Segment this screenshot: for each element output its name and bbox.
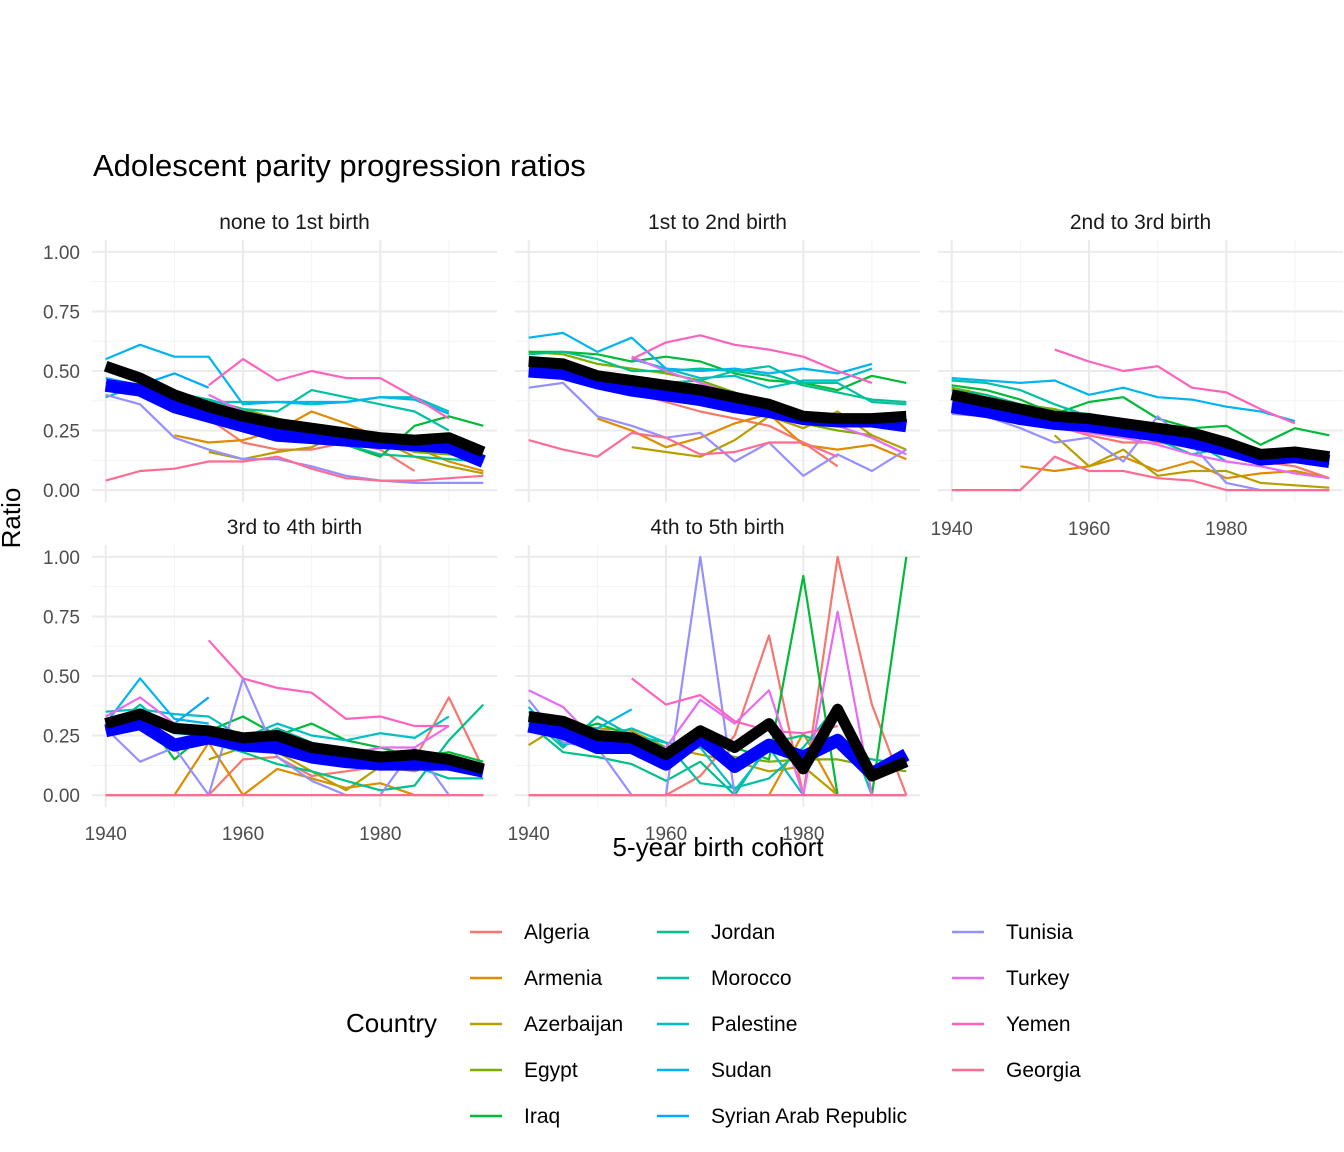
summary-line-black <box>528 356 907 425</box>
legend-title: Country <box>346 1008 437 1038</box>
legend-item-turkey: Turkey <box>952 967 1070 990</box>
chart-title: Adolescent parity progression ratios <box>93 148 586 183</box>
legend-item-yemen: Yemen <box>952 1013 1071 1036</box>
panel-title: 3rd to 4th birth <box>227 516 362 539</box>
x-tick-label: 1980 <box>359 824 401 845</box>
series-line-yemen <box>631 334 873 384</box>
series-line-armenia <box>174 410 484 473</box>
legend-item-morocco: Morocco <box>657 967 792 990</box>
series-line-iraq <box>951 384 1330 446</box>
series-line-iraq <box>528 350 907 392</box>
legend-item-algeria: Algeria <box>470 921 590 944</box>
panel-4: 3rd to 4th birth 0.00 0.25 0.50 0.75 1.00 1940… <box>43 516 497 845</box>
series-line-turkey <box>1054 427 1330 480</box>
legend-label: Azerbaijan <box>524 1013 623 1036</box>
series-line-sudan <box>528 331 873 375</box>
y-tick-label: 0.25 <box>43 727 80 748</box>
legend-label: Algeria <box>524 921 590 944</box>
panel-title: none to 1st birth <box>219 211 370 234</box>
series-line-georgia <box>528 431 839 458</box>
panel-title: 4th to 5th birth <box>650 516 784 539</box>
legend-label: Tunisia <box>1006 921 1073 944</box>
panel-1: none to 1st birth 0.00 0.25 0.50 0.75 1.00 <box>43 211 497 502</box>
series-line-yemen <box>208 358 450 420</box>
legend-item-sudan: Sudan <box>657 1059 772 1082</box>
legend-item-iraq: Iraq <box>470 1105 560 1128</box>
series-line-sudan <box>104 677 209 725</box>
legend-item-tunisia: Tunisia <box>952 921 1073 944</box>
summary-line-black <box>527 703 909 782</box>
panel-title: 2nd to 3rd birth <box>1070 211 1211 234</box>
y-tick-label: 1.00 <box>43 548 80 569</box>
x-tick-label: 1940 <box>931 519 973 540</box>
legend-item-jordan: Jordan <box>657 921 775 944</box>
x-axis-label: 5-year birth cohort <box>613 832 825 862</box>
panel-title: 1st to 2nd birth <box>648 211 787 234</box>
x-tick-label: 1940 <box>85 824 127 845</box>
y-tick-label: 0.25 <box>43 422 80 443</box>
panel-3: 2nd to 3rd birth 1940 1960 1980 <box>931 211 1343 540</box>
legend-label: Egypt <box>524 1059 578 1082</box>
x-tick-label: 1960 <box>1068 519 1110 540</box>
legend-label: Syrian Arab Republic <box>711 1105 907 1128</box>
series-line-armenia <box>597 412 907 461</box>
legend-item-georgia: Georgia <box>952 1059 1081 1082</box>
legend-label: Iraq <box>524 1105 560 1128</box>
legend-label: Yemen <box>1006 1013 1071 1036</box>
x-tick-label: 1960 <box>222 824 264 845</box>
series-line-armenia <box>1020 455 1330 480</box>
summary-line-blue <box>104 717 485 778</box>
legend-label: Jordan <box>711 921 775 944</box>
series-line-tunisia <box>528 381 907 477</box>
series-line-azerbaijan <box>1053 434 1330 489</box>
series-line-palestine <box>208 396 450 413</box>
y-tick-label: 0.50 <box>43 362 80 383</box>
y-axis-label: Ratio <box>0 488 26 549</box>
series-line-sudan <box>951 377 1296 423</box>
legend-item-egypt: Egypt <box>470 1059 578 1082</box>
y-tick-label: 0.00 <box>43 481 80 502</box>
x-tick-label: 1980 <box>782 824 824 845</box>
series-line-yemen <box>207 639 449 728</box>
x-tick-label: 1980 <box>1205 519 1247 540</box>
y-tick-label: 0.00 <box>43 786 80 807</box>
legend-item-azerbaijan: Azerbaijan <box>470 1013 623 1036</box>
y-tick-label: 0.75 <box>43 607 80 628</box>
legend-item-syrian-arab-republic: Syrian Arab Republic <box>657 1105 907 1128</box>
series-line-yemen <box>1054 348 1296 425</box>
series-line-palestine <box>631 358 873 389</box>
panel-5: 4th to 5th birth 1940 1960 1980 <box>508 516 920 845</box>
legend-item-palestine: Palestine <box>657 1013 797 1036</box>
legend-label: Sudan <box>711 1059 772 1082</box>
x-tick-label: 1960 <box>645 824 687 845</box>
series-line-yemen <box>631 677 838 735</box>
legend-item-armenia: Armenia <box>470 967 603 990</box>
legend-label: Armenia <box>524 967 603 990</box>
legend-label: Turkey <box>1006 967 1070 990</box>
panel-2: 1st to 2nd birth <box>515 211 920 502</box>
summary-line-black <box>104 708 485 775</box>
summary-line-black <box>103 361 486 458</box>
legend: Country Algeria Armenia Azerbaijan Egypt Ira… <box>346 921 1081 1128</box>
summary-line-black <box>950 389 1331 463</box>
series-line-georgia <box>951 455 1330 492</box>
y-tick-label: 1.00 <box>43 243 80 264</box>
y-tick-label: 0.75 <box>43 302 80 323</box>
chart-panels: none to 1st birth 0.00 0.25 0.50 0.75 1.00 1st… <box>43 211 1343 845</box>
series-line-palestine <box>105 708 450 742</box>
x-tick-label: 1940 <box>508 824 550 845</box>
legend-label: Morocco <box>711 967 792 990</box>
legend-label: Palestine <box>711 1013 797 1036</box>
y-tick-label: 0.50 <box>43 667 80 688</box>
summary-line-blue <box>527 719 910 781</box>
legend-label: Georgia <box>1006 1059 1081 1082</box>
series-line-georgia <box>105 455 484 482</box>
series-line-sudan <box>105 343 450 415</box>
